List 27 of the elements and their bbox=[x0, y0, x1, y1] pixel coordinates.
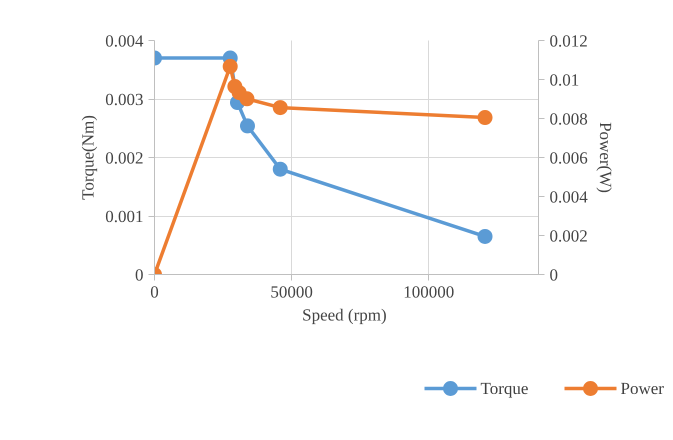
point bbox=[272, 100, 288, 116]
y2-axis-title: Power(W) bbox=[596, 122, 615, 193]
y-axis-title: Torque(Nm) bbox=[78, 115, 98, 200]
y2-tick-label: 0.008 bbox=[550, 110, 588, 128]
point bbox=[478, 228, 493, 244]
y-tick-label: 0 bbox=[135, 266, 144, 284]
y-tick-label: 0.001 bbox=[105, 207, 144, 226]
legend-label: Torque bbox=[480, 379, 528, 398]
y2-tick-label: 0 bbox=[550, 266, 558, 284]
point bbox=[240, 118, 255, 134]
point bbox=[272, 162, 288, 177]
x-tick-label: 50000 bbox=[270, 282, 313, 302]
x-tick-label: 0 bbox=[150, 282, 159, 302]
y2-tick-label: 0.006 bbox=[550, 148, 588, 168]
legend-label: Power bbox=[620, 379, 664, 398]
y2-tick-label: 0.01 bbox=[550, 70, 580, 90]
x-axis-title: Speed (rpm) bbox=[302, 306, 387, 324]
y-tick-label: 0.004 bbox=[105, 32, 144, 50]
y2-tick-label: 0.002 bbox=[550, 226, 588, 246]
y-tick-label: 0.002 bbox=[105, 148, 144, 168]
y-tick-label: 0.003 bbox=[105, 90, 144, 109]
y2-tick-label: 0.012 bbox=[550, 32, 588, 50]
y2-tick-label: 0.004 bbox=[550, 188, 588, 206]
point bbox=[478, 110, 493, 126]
x-tick-label: 100000 bbox=[403, 282, 454, 302]
point bbox=[239, 91, 254, 106]
point bbox=[222, 58, 238, 74]
